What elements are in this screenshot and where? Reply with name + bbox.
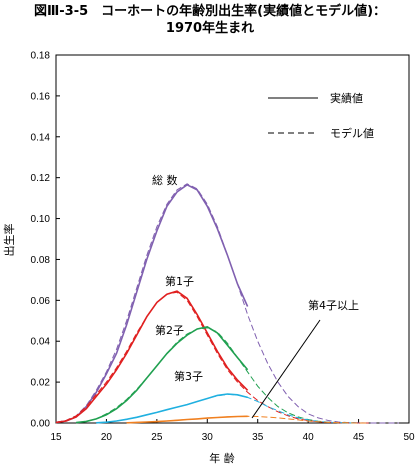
annotation-fourth: 第4子以上 [308, 298, 359, 312]
annotation-second: 第2子 [155, 323, 184, 337]
y-tick-label: 0.00 [31, 419, 51, 430]
x-tick-label: 45 [353, 432, 365, 443]
y-tick-label: 0.08 [31, 255, 51, 266]
x-tick-label: 30 [202, 432, 214, 443]
x-tick-label: 35 [252, 432, 264, 443]
series-2-actual-line [76, 326, 249, 424]
x-tick-label: 20 [101, 432, 113, 443]
y-tick-label: 0.10 [31, 214, 51, 225]
series-1-actual-line [55, 290, 249, 424]
y-axis-ticks: 0.00 0.02 0.04 0.06 0.08 0.10 0.12 0.14 0.16 0.18 [31, 51, 60, 430]
y-tick-label: 0.02 [31, 378, 51, 389]
y-tick-label: 0.04 [31, 337, 51, 348]
series-lines [55, 183, 399, 424]
y-tick-label: 0.06 [31, 296, 51, 307]
plot-frame [55, 54, 410, 424]
series-4-actual-line [126, 415, 248, 424]
y-tick-label: 0.16 [31, 91, 51, 102]
x-tick-label: 50 [403, 432, 415, 443]
x-tick-label: 15 [50, 432, 62, 443]
chart-title: 図Ⅲ-3-5 コーホートの年齢別出生率(実績値とモデル値)： 1970年生まれ [0, 3, 420, 37]
legend-model-label: モデル値 [330, 126, 374, 140]
y-tick-label: 0.14 [31, 132, 51, 143]
y-tick-label: 0.18 [31, 51, 51, 62]
x-tick-label: 25 [151, 432, 163, 443]
legend-actual-label: 実績値 [330, 91, 363, 105]
y-tick-label: 0.12 [31, 173, 51, 184]
annotation-fourth-leader [251, 319, 321, 419]
series-0-model-line [55, 183, 399, 424]
chart-title-line2: 1970年生まれ [165, 21, 255, 36]
legend: 実績値 モデル値 [268, 91, 374, 140]
x-tick-label: 40 [303, 432, 315, 443]
series-3-actual-line [96, 393, 248, 424]
series-3-model-line [96, 393, 359, 424]
y-axis-label: 出生率 [2, 224, 16, 257]
x-axis-label: 年 齢 [209, 451, 235, 465]
annotation-total: 総 数 [152, 173, 178, 187]
annotation-first: 第1子 [165, 274, 194, 288]
series-0-actual-line [55, 183, 249, 424]
x-axis-ticks: 15 20 25 30 35 40 45 50 [50, 419, 415, 443]
series-1-model-line [55, 291, 369, 424]
annotation-third: 第3子 [174, 369, 203, 383]
chart-title-line1: 図Ⅲ-3-5 コーホートの年齢別出生率(実績値とモデル値)： [33, 4, 387, 19]
